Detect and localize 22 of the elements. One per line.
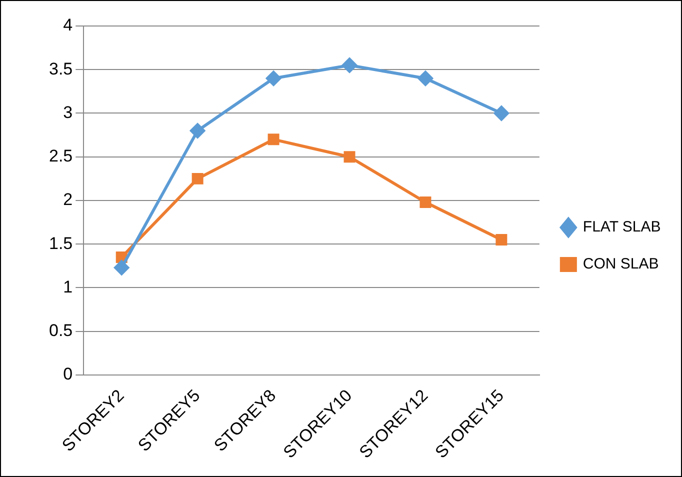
- point: [192, 172, 204, 184]
- point: [268, 134, 280, 146]
- point: [190, 123, 206, 138]
- y-tick-label: 0.5: [48, 321, 73, 340]
- point: [496, 234, 508, 246]
- point: [266, 70, 282, 86]
- y-tick-label: 3: [63, 102, 73, 122]
- y-tick-label: 4: [63, 16, 73, 35]
- y-tick-label: 2.5: [48, 146, 73, 166]
- legend-label: FLAT SLAB: [582, 218, 661, 236]
- y-tick-label: 0: [63, 364, 73, 384]
- point: [344, 151, 356, 163]
- point: [494, 106, 509, 121]
- point: [114, 260, 130, 276]
- point: [418, 70, 433, 86]
- y-tick-label: 1.5: [48, 234, 73, 253]
- point: [342, 58, 358, 73]
- y-tick-label: 2: [63, 190, 73, 210]
- y-tick-label: 1: [63, 277, 73, 296]
- point: [420, 196, 432, 208]
- y-tick-label: 3.5: [48, 59, 73, 78]
- legend-label: CON SLAB: [582, 256, 659, 273]
